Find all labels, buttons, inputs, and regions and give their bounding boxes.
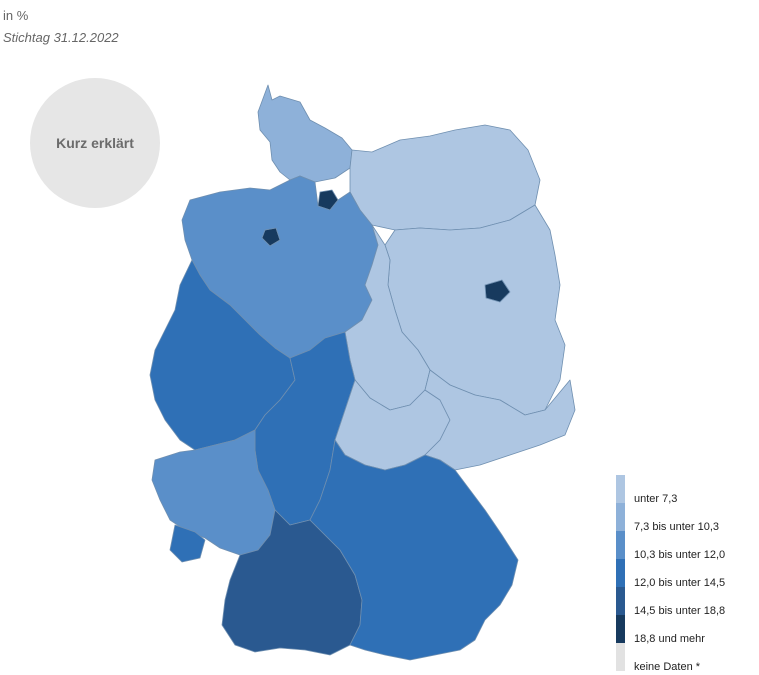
legend-item-7-3-bis-10-3: 7,3 bis unter 10,3 bbox=[616, 503, 756, 533]
region-sachsen[interactable] bbox=[424, 369, 576, 471]
legend: unter 7,3 7,3 bis unter 10,3 10,3 bis un… bbox=[616, 475, 756, 673]
legend-swatch bbox=[616, 503, 625, 531]
region-saarland[interactable] bbox=[169, 524, 206, 563]
legend-item-10-3-bis-12-0: 10,3 bis unter 12,0 bbox=[616, 531, 756, 561]
legend-swatch bbox=[616, 559, 625, 587]
legend-label: unter 7,3 bbox=[634, 493, 678, 505]
reference-date: Stichtag 31.12.2022 bbox=[3, 30, 119, 45]
legend-item-unter-7-3: unter 7,3 bbox=[616, 475, 756, 505]
legend-label: 14,5 bis unter 18,8 bbox=[634, 605, 726, 617]
germany-map bbox=[149, 84, 576, 661]
legend-label: 18,8 und mehr bbox=[634, 633, 705, 645]
legend-item-18-8-und-mehr: 18,8 und mehr bbox=[616, 615, 756, 645]
legend-label: 12,0 bis unter 14,5 bbox=[634, 577, 726, 589]
legend-swatch bbox=[616, 643, 625, 671]
region-schleswig-holstein[interactable] bbox=[257, 84, 353, 183]
legend-swatch bbox=[616, 531, 625, 559]
legend-label: 10,3 bis unter 12,0 bbox=[634, 549, 726, 561]
explain-button[interactable]: Kurz erklärt bbox=[30, 78, 160, 208]
legend-item-keine-daten: keine Daten * bbox=[616, 643, 756, 673]
legend-label: keine Daten * bbox=[634, 661, 701, 673]
legend-swatch bbox=[616, 615, 625, 643]
explain-button-label: Kurz erklärt bbox=[56, 135, 134, 151]
legend-item-14-5-bis-18-8: 14,5 bis unter 18,8 bbox=[616, 587, 756, 617]
legend-swatch bbox=[616, 475, 625, 503]
region-mecklenburg-vorpommern[interactable] bbox=[349, 124, 541, 231]
legend-label: 7,3 bis unter 10,3 bbox=[634, 521, 720, 533]
legend-item-12-0-bis-14-5: 12,0 bis unter 14,5 bbox=[616, 559, 756, 589]
unit-label: in % bbox=[3, 8, 29, 23]
legend-swatch bbox=[616, 587, 625, 615]
region-bayern[interactable] bbox=[309, 439, 519, 661]
